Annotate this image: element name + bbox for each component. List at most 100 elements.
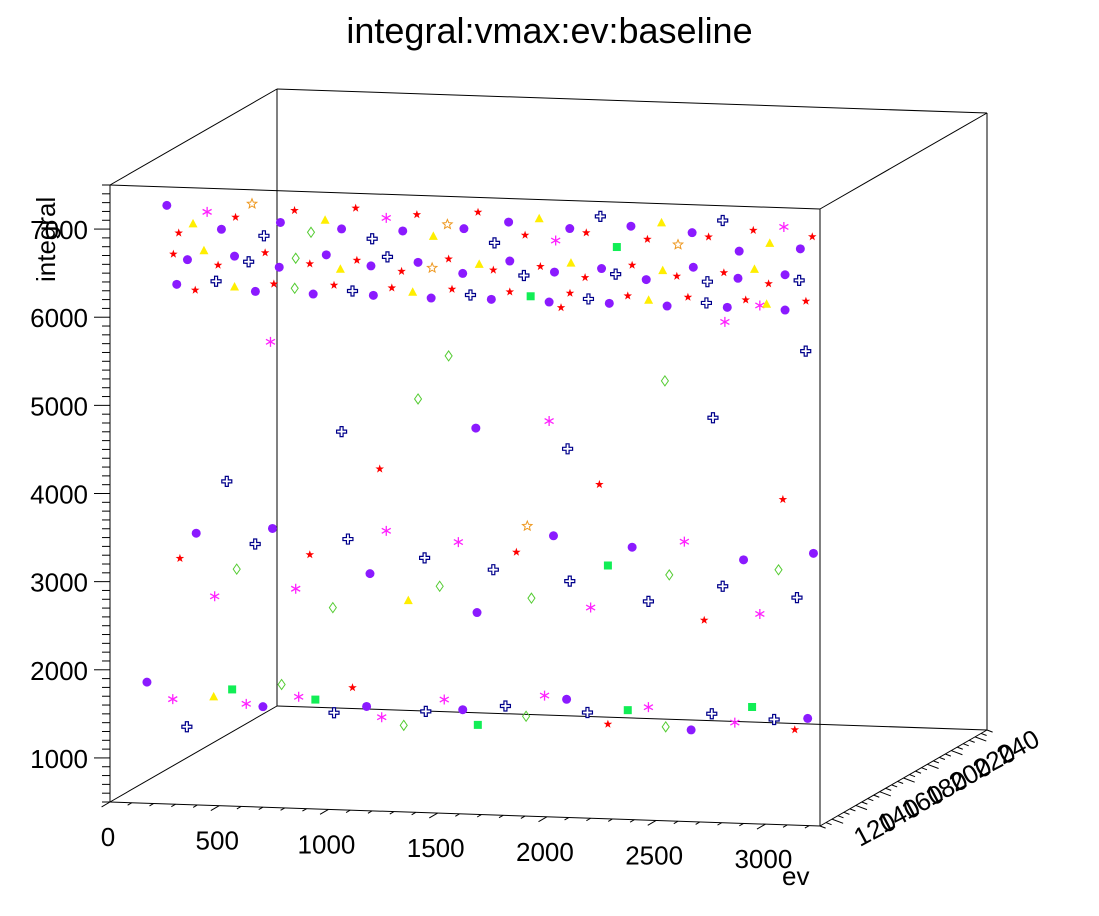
y-tick xyxy=(915,770,922,774)
y-tick xyxy=(843,811,850,815)
y-tick xyxy=(974,736,987,742)
data-point xyxy=(216,224,226,234)
data-point xyxy=(672,271,682,280)
data-point xyxy=(473,720,482,729)
data-point xyxy=(210,275,222,287)
x-tick xyxy=(236,805,242,810)
data-point xyxy=(561,443,574,455)
data-point xyxy=(175,553,185,562)
data-point xyxy=(793,274,805,286)
x-tick xyxy=(629,819,635,823)
data-point xyxy=(397,266,406,275)
data-point xyxy=(188,218,198,228)
x-tick xyxy=(564,817,570,821)
data-point xyxy=(623,291,632,300)
data-point xyxy=(265,336,276,347)
data-point xyxy=(790,725,800,734)
x-tick xyxy=(258,806,264,811)
x-tick xyxy=(149,803,154,807)
x-tick xyxy=(345,809,351,814)
y-tick xyxy=(885,787,892,791)
data-point xyxy=(755,608,765,619)
data-point xyxy=(191,528,201,538)
x-tick xyxy=(171,803,176,808)
data-point xyxy=(566,258,576,267)
data-point xyxy=(398,226,408,236)
data-point xyxy=(774,563,783,576)
z-tick-label: 4000 xyxy=(30,480,88,510)
x-tick xyxy=(717,822,722,826)
x-tick xyxy=(695,821,701,825)
data-point xyxy=(426,293,436,303)
data-point xyxy=(464,289,477,301)
x-tick xyxy=(538,816,548,823)
y-tick xyxy=(927,763,939,769)
data-point xyxy=(556,303,566,312)
data-point xyxy=(626,221,636,231)
x-tick xyxy=(319,808,329,815)
data-point xyxy=(539,690,550,701)
data-point xyxy=(486,294,496,304)
data-point xyxy=(504,217,514,227)
frame-edge xyxy=(819,112,988,210)
data-point xyxy=(293,691,304,702)
data-point xyxy=(778,494,788,504)
z-tick-label: 1000 xyxy=(30,744,88,774)
z-tick-label: 3000 xyxy=(30,568,88,598)
data-point xyxy=(342,533,354,545)
data-point xyxy=(329,280,339,289)
data-point xyxy=(627,260,637,269)
y-tick xyxy=(903,777,915,783)
axis-labels: 1000 2000 3000 4000 5000 6000 7000 0 500 1000 1500… xyxy=(30,197,1044,891)
data-point xyxy=(311,695,320,704)
data-point xyxy=(489,265,498,274)
data-point xyxy=(413,393,423,405)
data-point xyxy=(512,547,521,556)
axis-frame xyxy=(109,88,988,827)
data-point xyxy=(308,289,318,299)
data-point xyxy=(381,212,392,223)
data-point xyxy=(474,259,484,268)
data-point xyxy=(241,698,252,709)
data-point xyxy=(291,252,300,265)
x-tick xyxy=(756,823,766,830)
data-point xyxy=(447,284,457,293)
data-point xyxy=(246,197,259,210)
data-point xyxy=(641,275,651,285)
data-point xyxy=(181,721,193,733)
x-tick xyxy=(280,807,286,811)
y-tick xyxy=(861,801,868,805)
data-point xyxy=(305,259,315,268)
x-tick-label: 0 xyxy=(101,822,115,852)
data-point xyxy=(249,538,261,550)
data-point xyxy=(672,238,685,250)
data-point xyxy=(699,615,709,624)
data-point xyxy=(453,537,464,548)
data-point xyxy=(418,552,431,564)
data-point xyxy=(719,268,729,277)
data-point xyxy=(623,706,632,715)
data-point xyxy=(544,297,554,307)
data-point xyxy=(734,246,744,256)
y-tick xyxy=(986,729,993,733)
data-point xyxy=(232,563,241,575)
data-point xyxy=(534,213,544,223)
z-tick-label: 7000 xyxy=(30,215,88,245)
data-point xyxy=(250,286,260,296)
data-point xyxy=(660,374,670,387)
data-point xyxy=(706,708,718,720)
data-point xyxy=(707,412,719,424)
data-point xyxy=(505,287,515,296)
x-tick xyxy=(782,824,788,828)
x-tick xyxy=(586,817,591,822)
data-point xyxy=(258,230,270,242)
frame-edge xyxy=(109,801,821,827)
y-tick xyxy=(867,798,874,802)
data-point xyxy=(412,210,422,219)
data-point xyxy=(800,345,812,357)
data-point xyxy=(688,262,698,272)
data-point xyxy=(375,464,384,473)
data-point xyxy=(521,519,534,532)
data-point xyxy=(305,550,315,559)
x-tick xyxy=(455,813,460,817)
